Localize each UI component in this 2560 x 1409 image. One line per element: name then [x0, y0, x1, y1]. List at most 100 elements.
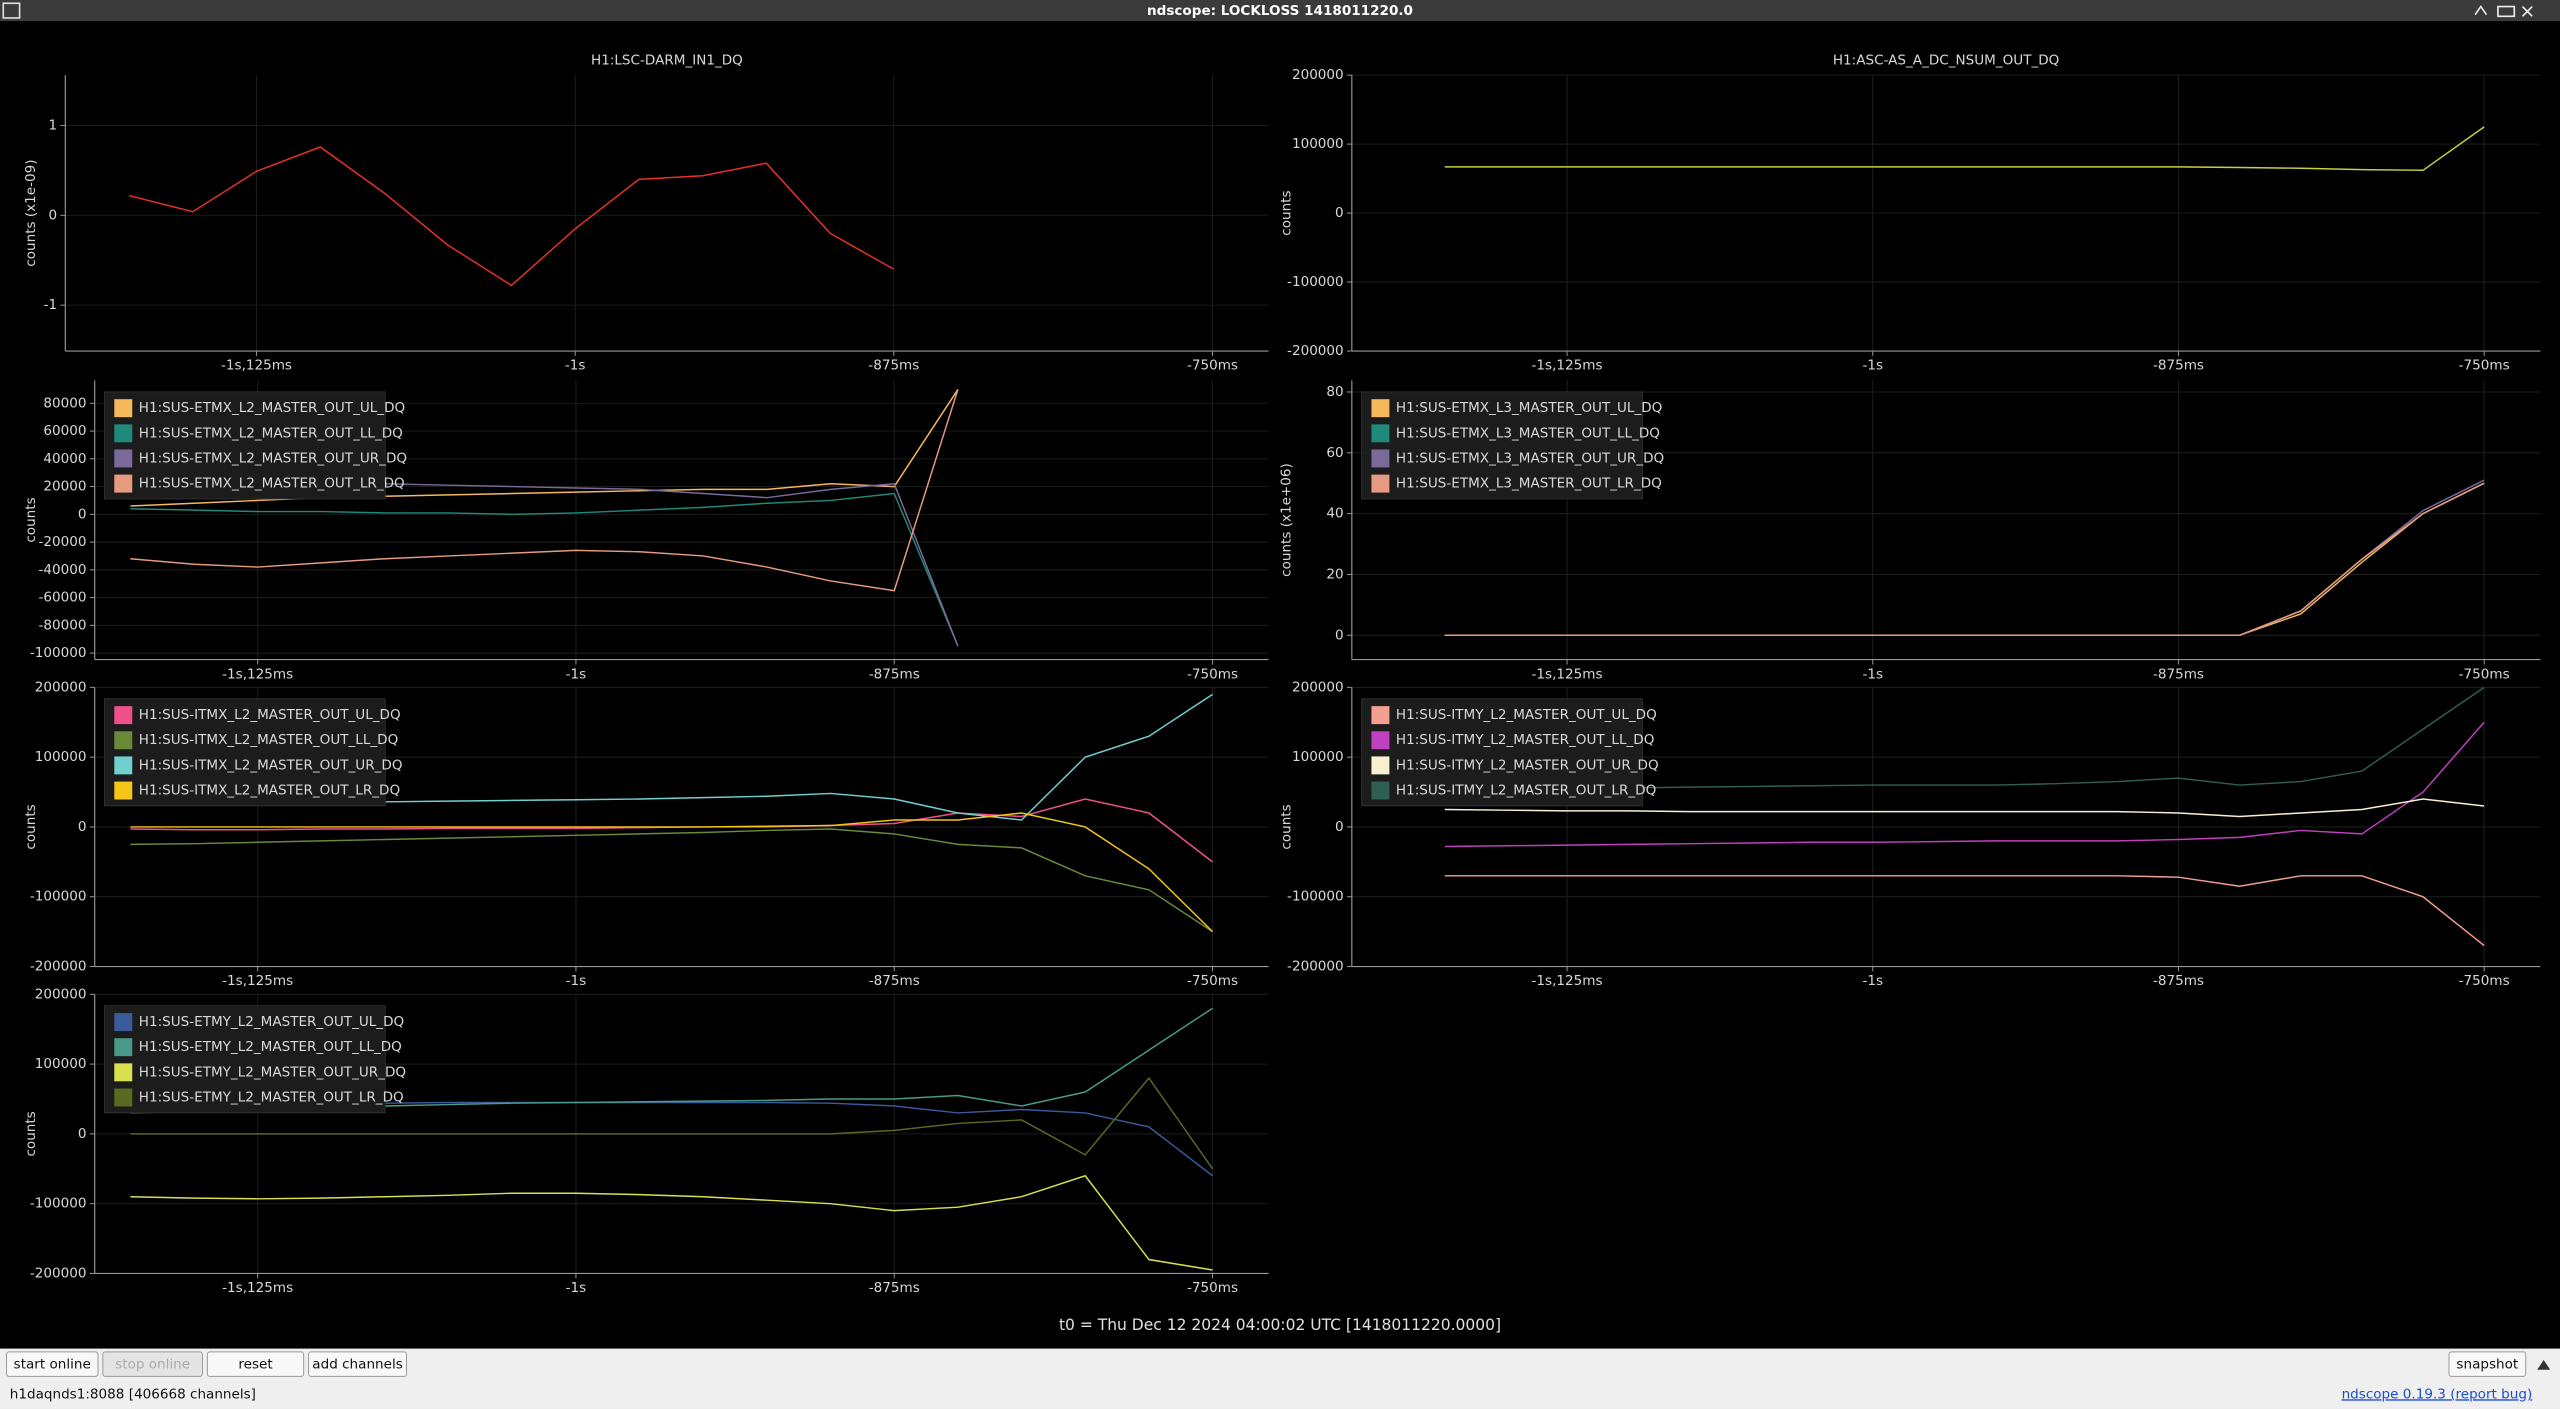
y-tick-label: -200000: [30, 1265, 87, 1281]
legend-swatch: [114, 424, 133, 443]
x-tick-label: -1s,125ms: [222, 973, 293, 989]
legend-swatch: [114, 449, 133, 468]
plot: counts 80000 60000 40000 20000 0 -20000 -40000 -…: [23, 380, 1269, 682]
snapshot-button[interactable]: snapshot: [2448, 1351, 2527, 1377]
legend-label: H1:SUS-ETMY_L2_MASTER_OUT_LL_DQ: [139, 1039, 402, 1055]
x-tick-label: -875ms: [2153, 358, 2204, 374]
y-tick-label: -40000: [39, 562, 87, 578]
y-tick-label: 40000: [43, 451, 86, 467]
legend-label: H1:SUS-ITMY_L2_MASTER_OUT_UL_DQ: [1396, 707, 1657, 723]
x-tick-label: -875ms: [869, 973, 920, 989]
legend-swatch: [114, 1038, 133, 1057]
x-tick-label: -1s: [1862, 358, 1883, 374]
toolbar-button[interactable]: add channels: [308, 1351, 408, 1377]
legend-swatch: [1371, 756, 1390, 775]
x-tick-label: -875ms: [2153, 973, 2204, 989]
y-tick-label: 60: [1326, 445, 1343, 461]
button-frame[interactable]: [308, 1351, 408, 1377]
y-axis-label: counts: [23, 804, 39, 849]
trace: [130, 389, 959, 592]
trace: [1444, 798, 2485, 818]
x-tick-label: -1s: [566, 1280, 587, 1296]
legend-label: H1:SUS-ETMX_L2_MASTER_OUT_UL_DQ: [139, 400, 405, 416]
y-tick-label: 0: [78, 1126, 87, 1142]
button-label[interactable]: add channels: [312, 1357, 402, 1373]
y-tick-label: -20000: [39, 534, 87, 550]
x-tick-label: -1s,125ms: [222, 666, 293, 682]
y-tick-label: 200000: [1292, 67, 1344, 83]
y-tick-label: -100000: [30, 645, 87, 661]
y-tick-label: 0: [49, 207, 58, 223]
y-tick-label: -200000: [30, 959, 87, 975]
legend-swatch: [114, 1088, 133, 1107]
x-tick-label: -750ms: [1187, 358, 1238, 374]
x-tick-label: -1s,125ms: [1532, 666, 1603, 682]
toolbar-button[interactable]: reset: [206, 1351, 305, 1377]
legend-swatch: [114, 474, 133, 493]
trace: [1444, 875, 2485, 947]
trace: [130, 492, 959, 647]
y-axis-label: counts: [1279, 190, 1295, 235]
x-tick-label: -1s: [566, 666, 587, 682]
y-tick-label: 0: [1335, 819, 1344, 835]
y-tick-label: 100000: [35, 1056, 87, 1072]
trace: [1444, 482, 2485, 637]
x-tick-label: -750ms: [2459, 358, 2510, 374]
x-tick-label: -1s,125ms: [1532, 973, 1603, 989]
y-tick-label: 200000: [1292, 679, 1344, 695]
legend-label: H1:SUS-ITMY_L2_MASTER_OUT_LL_DQ: [1396, 732, 1654, 748]
legend-box: [1361, 391, 1643, 500]
y-tick-label: -200000: [1287, 343, 1344, 359]
legend-label: H1:SUS-ETMX_L3_MASTER_OUT_UR_DQ: [1396, 450, 1664, 466]
button-frame: [102, 1351, 203, 1377]
toolbar-button[interactable]: start online: [6, 1351, 99, 1377]
legend-swatch: [1371, 449, 1390, 468]
legend-box: [104, 1005, 386, 1114]
y-tick-label: 20000: [43, 479, 86, 495]
toolbar-toggle[interactable]: [2537, 1360, 2551, 1370]
button-frame[interactable]: [206, 1351, 305, 1377]
legend-box: [1361, 698, 1643, 807]
legend-label: H1:SUS-ETMX_L3_MASTER_OUT_LL_DQ: [1396, 425, 1660, 441]
button-label[interactable]: snapshot: [2456, 1357, 2518, 1373]
window-controls[interactable]: [2474, 5, 2533, 18]
button-label[interactable]: start online: [14, 1357, 91, 1373]
x-tick-label: -750ms: [1187, 973, 1238, 989]
button-frame[interactable]: [2448, 1351, 2527, 1377]
x-tick-label: -1s,125ms: [221, 358, 292, 374]
trace: [1444, 721, 2485, 848]
plot: counts 200000 100000 0 -100000 -200000 -1s,125…: [23, 986, 1269, 1296]
y-tick-label: 60000: [43, 423, 86, 439]
y-tick-label: 100000: [1292, 136, 1344, 152]
y-tick-label: -100000: [1287, 889, 1344, 905]
y-tick-label: 0: [78, 506, 87, 522]
x-tick-label: -875ms: [869, 666, 920, 682]
x-tick-label: -750ms: [1187, 1280, 1238, 1296]
button-label: stop online: [115, 1357, 190, 1373]
y-axis-label: counts: [23, 1111, 39, 1156]
legend-label: H1:SUS-ETMX_L3_MASTER_OUT_UL_DQ: [1396, 400, 1662, 416]
plot: counts 200000 100000 0 -100000 -200000 -1s,125…: [23, 679, 1269, 989]
legend-label: H1:SUS-ITMY_L2_MASTER_OUT_LR_DQ: [1396, 783, 1656, 799]
status-version[interactable]: ndscope 0.19.3 (report bug): [2342, 1386, 2533, 1402]
y-tick-label: 1: [49, 117, 58, 133]
y-tick-label: -80000: [39, 617, 87, 633]
toolbar-button: stop online: [102, 1351, 203, 1377]
legend-label: H1:SUS-ETMX_L2_MASTER_OUT_LL_DQ: [139, 425, 403, 441]
legend-label: H1:SUS-ETMX_L3_MASTER_OUT_LR_DQ: [1396, 476, 1662, 492]
trace: [130, 1076, 1214, 1170]
button-frame[interactable]: [6, 1351, 99, 1377]
y-axis-label: counts (x1e+06): [1279, 463, 1295, 577]
x-tick-label: -1s: [566, 973, 587, 989]
y-tick-label: 200000: [35, 679, 87, 695]
button-label[interactable]: reset: [238, 1357, 272, 1373]
y-tick-label: -200000: [1287, 959, 1344, 975]
y-tick-label: 80: [1326, 384, 1343, 400]
y-tick-label: -100000: [30, 1196, 87, 1212]
t0-label: t0 = Thu Dec 12 2024 04:00:02 UTC [14180…: [1059, 1316, 1501, 1334]
y-tick-label: 40: [1326, 506, 1343, 522]
status-server: h1daqnds1:8088 [406668 channels]: [10, 1386, 256, 1402]
y-tick-label: 20: [1326, 566, 1343, 582]
